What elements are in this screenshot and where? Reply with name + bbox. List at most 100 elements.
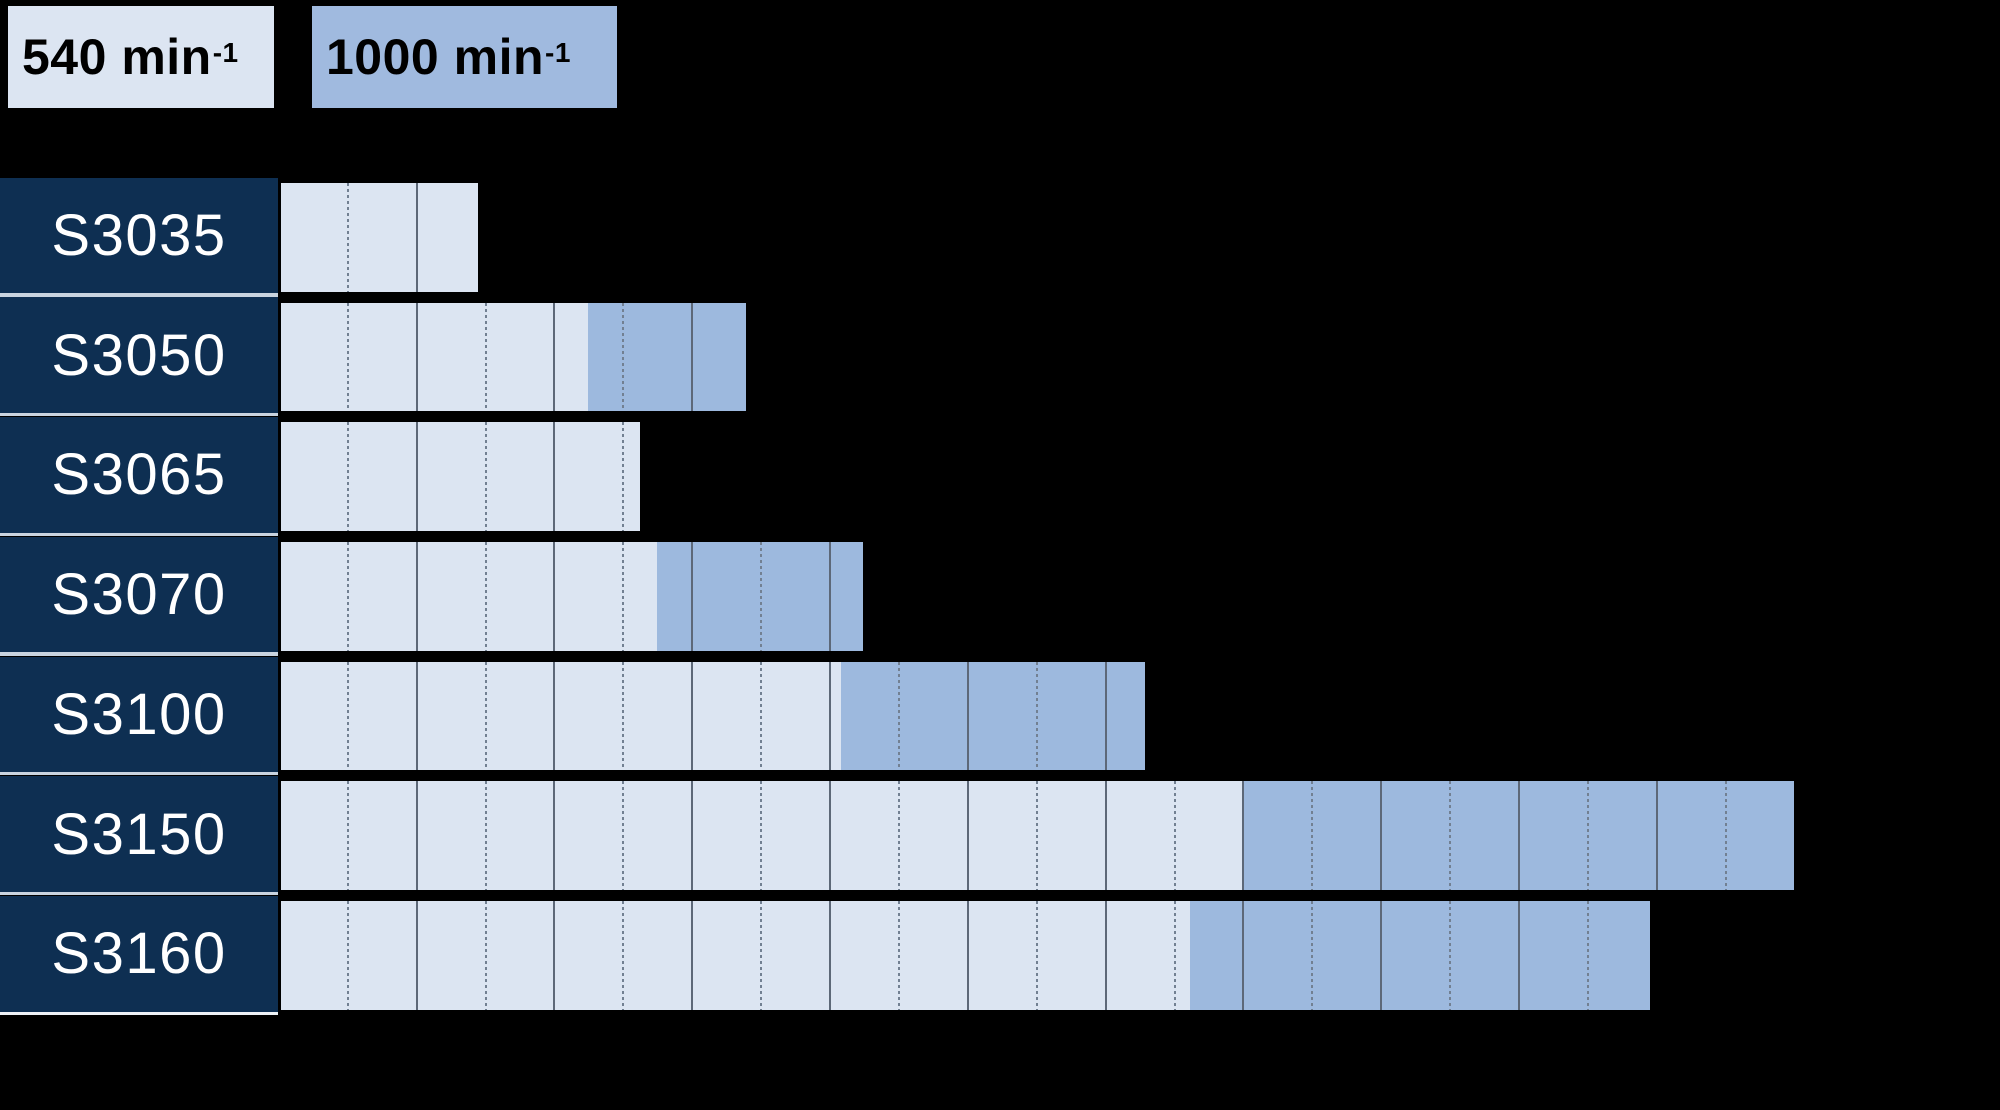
bar-stack (281, 781, 1794, 891)
gridline-dashed (1449, 781, 1452, 891)
row-label-box: S3100 (0, 656, 278, 773)
gridline-solid (415, 422, 418, 531)
row-separator-line (0, 891, 278, 896)
row-label-box: S3150 (0, 776, 278, 892)
chart-row: S3070 (0, 536, 2000, 657)
chart-row: S3050 (0, 297, 2000, 417)
gridline-dashed (760, 542, 763, 651)
row-label: S3160 (51, 921, 227, 987)
gridline-solid (553, 302, 556, 412)
gridline-dashed (346, 422, 349, 531)
gridline-solid (1242, 781, 1245, 891)
row-label-box: S3035 (0, 177, 278, 294)
gridline-solid (966, 781, 969, 891)
gridline-dashed (622, 302, 625, 412)
legend-label-1000-exponent: -1 (545, 37, 571, 68)
row-separator-line (0, 413, 278, 417)
gridline-dashed (1035, 781, 1038, 891)
bar-540min (281, 542, 657, 651)
row-separator-line (0, 772, 278, 776)
chart-row: S3100 (0, 656, 2000, 777)
gridline-solid (829, 901, 831, 1010)
bar-1000min (841, 661, 1145, 771)
row-label: S3065 (51, 442, 227, 508)
row-label: S3070 (51, 562, 227, 628)
gridline-solid (829, 661, 831, 771)
gridline-solid (966, 901, 969, 1010)
row-label: S3035 (51, 203, 227, 269)
gridline-dashed (1586, 901, 1589, 1010)
gridline-solid (415, 182, 418, 292)
gridline-dashed (484, 661, 487, 771)
gridline-solid (829, 781, 831, 891)
row-label-box: S3070 (0, 536, 278, 653)
bar-540min (281, 302, 588, 412)
chart-row: S3035 (0, 177, 2000, 298)
row-separator-line (0, 652, 278, 656)
gridline-dashed (1035, 661, 1038, 771)
gridline-dashed (484, 901, 487, 1010)
gridline-solid (1380, 781, 1383, 891)
gridline-solid (691, 781, 694, 891)
gridline-dashed (897, 901, 900, 1010)
legend-item-540: 540 min -1 (8, 6, 274, 108)
chart-row: S3160 (0, 895, 2000, 1016)
gridline-dashed (760, 901, 763, 1010)
gridline-dashed (1586, 781, 1589, 891)
legend-item-1000: 1000 min -1 (312, 6, 617, 108)
gridline-solid (691, 302, 694, 412)
gridline-solid (1655, 781, 1658, 891)
gridline-dashed (484, 302, 487, 412)
bar-stack (281, 901, 1651, 1010)
bar-1000min (1242, 781, 1794, 891)
gridline-dashed (346, 542, 349, 651)
row-label: S3050 (51, 322, 227, 388)
gridline-solid (415, 781, 418, 891)
gridline-dashed (346, 661, 349, 771)
gridline-dashed (897, 661, 900, 771)
legend-label-540: 540 min (22, 29, 212, 85)
row-label: S3100 (51, 681, 227, 747)
bar-540min (281, 901, 1191, 1010)
gridline-dashed (622, 901, 625, 1010)
gridline-dashed (346, 781, 349, 891)
gridline-dashed (484, 781, 487, 891)
gridline-dashed (1311, 781, 1314, 891)
gridline-solid (691, 661, 694, 771)
row-separator-line (0, 293, 278, 297)
gridline-solid (1242, 901, 1245, 1010)
gridline-dashed (1173, 901, 1176, 1010)
chart-row: S3065 (0, 417, 2000, 537)
gridline-dashed (622, 542, 625, 651)
gridline-solid (415, 542, 418, 651)
row-label-box: S3065 (0, 417, 278, 533)
gridline-solid (415, 661, 418, 771)
bar-1000min (1190, 901, 1651, 1010)
legend-label-540-exponent: -1 (212, 37, 239, 68)
bar-stack (281, 182, 478, 292)
gridline-solid (966, 661, 969, 771)
gridline-solid (1104, 661, 1107, 771)
bar-1000min (587, 302, 747, 412)
gridline-dashed (1035, 901, 1038, 1010)
gridline-dashed (622, 661, 625, 771)
gridline-solid (553, 542, 556, 651)
gridline-dashed (897, 781, 900, 891)
gridline-solid (553, 901, 556, 1010)
bar-540min (281, 661, 842, 771)
gridline-dashed (346, 901, 349, 1010)
bar-540min (281, 422, 641, 531)
bar-stack (281, 661, 1145, 771)
bar-stack (281, 302, 747, 412)
gridline-dashed (1724, 781, 1727, 891)
bar-stack (281, 422, 641, 531)
gridline-dashed (346, 302, 349, 412)
gridline-solid (691, 901, 694, 1010)
gridline-solid (553, 422, 556, 531)
gridline-solid (829, 542, 831, 651)
row-label: S3150 (51, 801, 227, 867)
gridline-dashed (760, 661, 763, 771)
row-separator-line (0, 532, 278, 536)
gridline-solid (1518, 781, 1520, 891)
